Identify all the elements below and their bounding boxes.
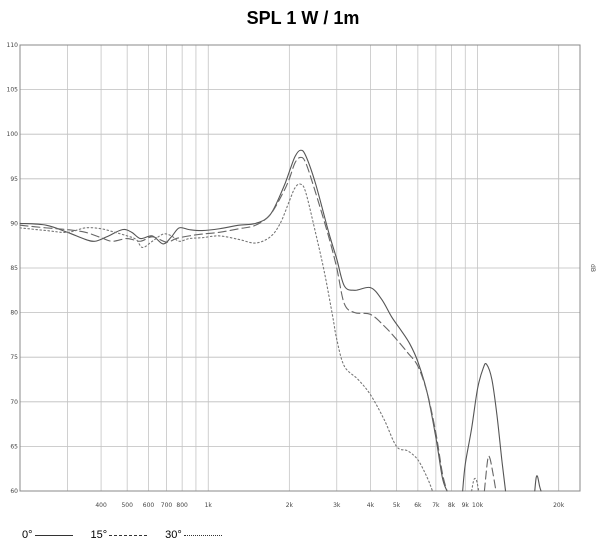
- y-tick-label: 110: [7, 42, 19, 49]
- x-tick-label: 1k: [205, 502, 213, 509]
- legend-swatch-dashed: [109, 534, 148, 536]
- x-tick-label: 4k: [367, 502, 375, 509]
- legend-item-30deg: 30°: [165, 529, 222, 541]
- x-tick-label: 5k: [393, 502, 401, 509]
- x-tick-label: 8k: [448, 502, 456, 509]
- x-tick-label: 10k: [472, 502, 484, 509]
- legend-item-15deg: 15°: [91, 529, 148, 541]
- y-tick-label: 90: [10, 220, 18, 227]
- x-tick-label: 3k: [333, 502, 341, 509]
- legend: 0° 15° 30°: [22, 529, 240, 541]
- series-line-0deg: [19, 149, 448, 492]
- x-tick-label: 600: [143, 502, 155, 509]
- x-tick-label: 9k: [462, 502, 470, 509]
- series-line-15deg: [19, 156, 448, 492]
- y-tick-label: 85: [10, 265, 18, 272]
- plot-frame: [19, 44, 581, 492]
- legend-swatch-solid: [34, 534, 73, 536]
- series-line-30deg: [471, 477, 480, 492]
- y-tick-label: 70: [10, 399, 18, 406]
- legend-label-30deg: 30°: [165, 529, 182, 541]
- legend-swatch-dotted: [183, 534, 222, 536]
- x-tick-label: 500: [121, 502, 133, 509]
- side-unit-label: dB: [589, 264, 596, 272]
- y-tick-label: 100: [7, 131, 19, 138]
- y-tick-label: 75: [10, 354, 18, 361]
- x-tick-label: 800: [176, 502, 188, 509]
- series-line-15deg: [483, 455, 497, 492]
- series-line-30deg: [19, 183, 434, 492]
- legend-label-15deg: 15°: [90, 529, 108, 541]
- y-tick-label: 60: [10, 488, 18, 495]
- chart-title: SPL 1 W / 1m: [246, 8, 360, 28]
- x-tick-label: 6k: [414, 502, 422, 509]
- x-tick-label: 2k: [286, 502, 294, 509]
- grid-lines: [20, 44, 580, 492]
- y-tick-label: 95: [10, 176, 18, 183]
- series-line-0deg: [534, 475, 542, 492]
- legend-item-0deg: 0°: [22, 529, 73, 541]
- series-line-0deg: [462, 362, 507, 492]
- series-layer: [19, 149, 542, 492]
- x-tick-label: 20k: [553, 502, 565, 509]
- spl-chart: 60 65 70 75 80 85 90 95 100 105 110 400 500 600 700 80…: [7, 42, 596, 509]
- x-tick-labels: 400 500 600 700 800 1k 2k 3k 4k 5k 6k 7k 8k 9k 10k 20k: [95, 502, 564, 509]
- x-tick-label: 400: [95, 502, 107, 509]
- y-tick-label: 105: [7, 87, 19, 94]
- legend-label-0deg: 0°: [22, 529, 33, 541]
- y-tick-label: 80: [10, 310, 18, 317]
- y-tick-labels: 60 65 70 75 80 85 90 95 100 105 110: [7, 42, 19, 495]
- x-tick-label: 7k: [432, 502, 440, 509]
- y-tick-label: 65: [10, 443, 18, 450]
- x-tick-label: 700: [161, 502, 173, 509]
